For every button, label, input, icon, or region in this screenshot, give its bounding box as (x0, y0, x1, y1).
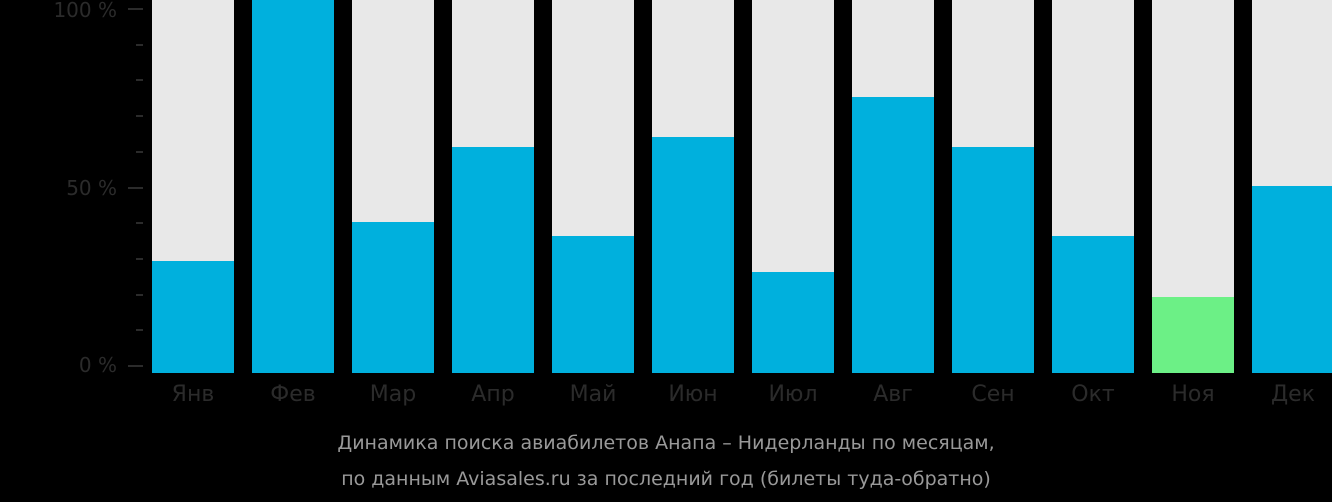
major-tick (128, 365, 143, 367)
y-label-100: 100 % (53, 0, 117, 22)
x-label: Мар (369, 382, 417, 407)
bar-value-fill (1252, 186, 1332, 373)
minor-tick (136, 258, 143, 260)
caption-line-1: Динамика поиска авиабилетов Анапа – Ниде… (337, 432, 995, 454)
x-label: Окт (1071, 382, 1115, 407)
bar-1 (252, 0, 334, 373)
minor-tick (136, 294, 143, 296)
x-label: Авг (873, 382, 913, 407)
major-tick (128, 8, 143, 10)
y-label-50: 50 % (66, 176, 117, 200)
bar-value-fill (852, 97, 934, 373)
bar-2 (352, 0, 434, 373)
minor-tick (136, 44, 143, 46)
x-label: Апр (471, 382, 515, 407)
bar-value-fill (952, 147, 1034, 373)
x-label: Май (569, 382, 617, 407)
minor-tick (136, 79, 143, 81)
minor-tick (136, 115, 143, 117)
bar-value-fill (352, 222, 434, 373)
bar-8 (952, 0, 1034, 373)
minor-tick (136, 222, 143, 224)
bar-5 (652, 0, 734, 373)
bar-value-fill (752, 272, 834, 373)
bar-4 (552, 0, 634, 373)
y-label-0: 0 % (78, 353, 117, 377)
caption-line-2: по данным Aviasales.ru за последний год … (341, 468, 991, 490)
bar-3 (452, 0, 534, 373)
bar-value-fill (1152, 297, 1234, 373)
bar-0 (152, 0, 234, 373)
bar-value-fill (252, 0, 334, 373)
x-label: Ноя (1171, 382, 1215, 407)
bar-6 (752, 0, 834, 373)
bar-value-fill (1052, 236, 1134, 373)
x-label: Июл (768, 382, 818, 407)
bar-10 (1152, 0, 1234, 373)
minor-tick (136, 151, 143, 153)
bar-value-fill (452, 147, 534, 373)
bar-7 (852, 0, 934, 373)
bar-value-fill (552, 236, 634, 373)
bar-value-fill (652, 137, 734, 373)
x-label: Дек (1270, 382, 1315, 407)
x-label: Сен (971, 382, 1015, 407)
minor-tick (136, 329, 143, 331)
bar-9 (1052, 0, 1134, 373)
bar-value-fill (152, 261, 234, 373)
bar-11 (1252, 0, 1332, 373)
x-label: Фев (270, 382, 316, 407)
x-label: Янв (171, 382, 215, 407)
x-label: Июн (668, 382, 718, 407)
major-tick (128, 187, 143, 189)
